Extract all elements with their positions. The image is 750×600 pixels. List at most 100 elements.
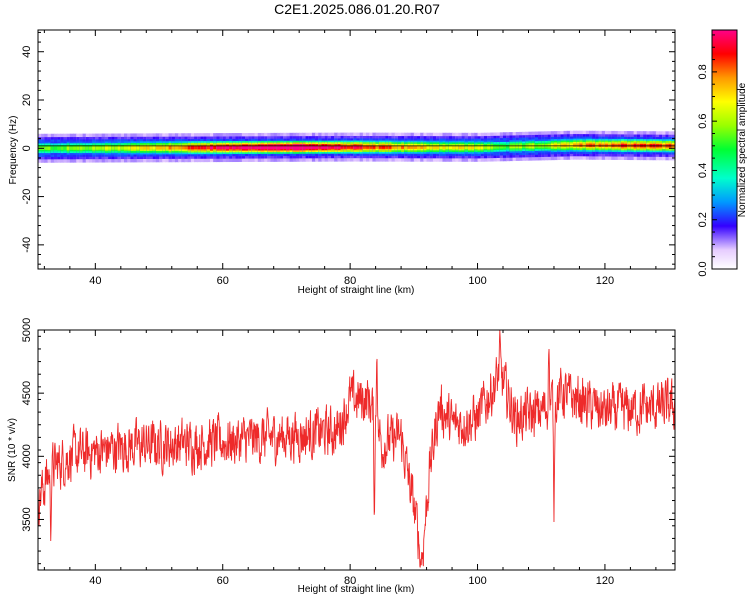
band-cell: [130, 146, 135, 150]
band-cell: [452, 145, 456, 149]
band-cell: [123, 146, 128, 150]
band-cell: [235, 145, 240, 150]
band-cell: [471, 145, 475, 150]
band-cell: [350, 145, 354, 149]
band-cell: [232, 145, 237, 150]
band-cell: [467, 145, 472, 149]
band-cell: [143, 146, 147, 150]
band-cell: [104, 146, 109, 150]
band-cell: [241, 145, 246, 150]
x-tick-label: 40: [89, 575, 101, 587]
band-cell: [407, 145, 412, 149]
band-cell: [197, 145, 202, 150]
snr-y-ticks: 3500 4000 4500 5000: [21, 318, 675, 565]
spectrogram-panel: 40 60 80 100 120 -40 -20 0 20 40 Height of strai…: [8, 29, 676, 296]
band-cell: [139, 146, 144, 150]
band-cell: [190, 146, 195, 150]
colorbar-tick-label: 0.0: [697, 261, 709, 276]
band-cell: [614, 143, 619, 148]
band-cell: [209, 145, 214, 150]
band-cell: [60, 146, 65, 150]
spectrogram-y-ticks: -40 -20 0 20 40: [21, 31, 675, 265]
snr-series-line: [38, 330, 675, 568]
band-cell: [108, 146, 112, 150]
band-cell: [95, 146, 100, 150]
band-cell: [337, 145, 342, 149]
band-cell: [375, 145, 380, 149]
band-cell: [245, 145, 249, 150]
band-cell: [146, 146, 151, 150]
band-cell: [315, 145, 319, 149]
band-cell: [219, 145, 224, 150]
x-tick-label: 100: [468, 275, 486, 287]
band-cell: [595, 143, 600, 148]
band-cell: [171, 146, 176, 150]
band-cell: [273, 145, 278, 150]
spectrogram-x-ticks: 40 60 80 100 120: [43, 30, 657, 287]
band-cell: [117, 146, 122, 150]
band-cell: [518, 144, 523, 149]
band-cell: [455, 145, 460, 149]
x-tick-label: 80: [344, 575, 356, 587]
band-cell: [560, 143, 565, 148]
band-cell: [79, 146, 84, 150]
band-cell: [563, 143, 568, 148]
band-cell: [608, 143, 612, 148]
band-cell: [181, 146, 186, 150]
band-cell: [47, 146, 52, 150]
band-cell: [302, 145, 307, 149]
band-cell: [573, 143, 577, 147]
band-cell: [276, 145, 281, 150]
band-cell: [254, 145, 259, 150]
band-cell: [82, 146, 87, 150]
band-cell: [305, 145, 310, 149]
band-cell: [598, 143, 603, 148]
band-cell: [216, 145, 221, 150]
x-tick-label: 120: [596, 575, 614, 587]
band-cell: [378, 145, 383, 149]
band-cell: [203, 145, 208, 150]
band-cell: [369, 145, 374, 149]
band-cell: [152, 146, 157, 150]
band-cell: [120, 146, 125, 150]
band-cell: [136, 146, 141, 150]
x-tick-label: 100: [468, 575, 486, 587]
band-cell: [57, 146, 61, 150]
colorbar-tick-label: 0.2: [697, 212, 709, 227]
band-cell: [311, 145, 316, 149]
band-cell: [487, 145, 491, 149]
band-cell: [448, 145, 453, 149]
colorbar-tick-label: 0.4: [697, 163, 709, 178]
band-cell: [222, 145, 227, 150]
spectral-band: [38, 130, 675, 163]
band-cell: [381, 145, 386, 149]
band-cell: [582, 143, 587, 147]
y-tick-label: 3500: [21, 507, 33, 531]
band-cell: [299, 145, 303, 149]
band-cell: [404, 145, 409, 149]
band-cell: [480, 145, 485, 149]
band-cell: [509, 144, 514, 149]
band-cell: [85, 146, 90, 150]
band-cell: [264, 145, 268, 150]
band-cell: [308, 145, 313, 149]
band-cell: [356, 145, 361, 149]
band-cell: [318, 145, 323, 149]
spectrogram-x-label: Height of straight line (km): [298, 285, 415, 296]
band-cell: [225, 145, 230, 150]
band-cell: [410, 145, 415, 149]
band-cell: [206, 145, 211, 150]
band-cell: [617, 143, 622, 148]
band-cell: [353, 145, 358, 149]
colorbar-label: Normalized spectral amplitude: [737, 82, 748, 217]
band-cell: [111, 146, 116, 150]
x-tick-label: 80: [344, 275, 356, 287]
band-cell: [200, 145, 205, 150]
band-cell: [439, 145, 444, 149]
colorbar-gradient: [711, 29, 738, 270]
band-cell: [267, 145, 272, 150]
band-cell: [496, 145, 501, 149]
colorbar-tick-label: 0.6: [697, 114, 709, 129]
band-cell: [327, 145, 332, 149]
